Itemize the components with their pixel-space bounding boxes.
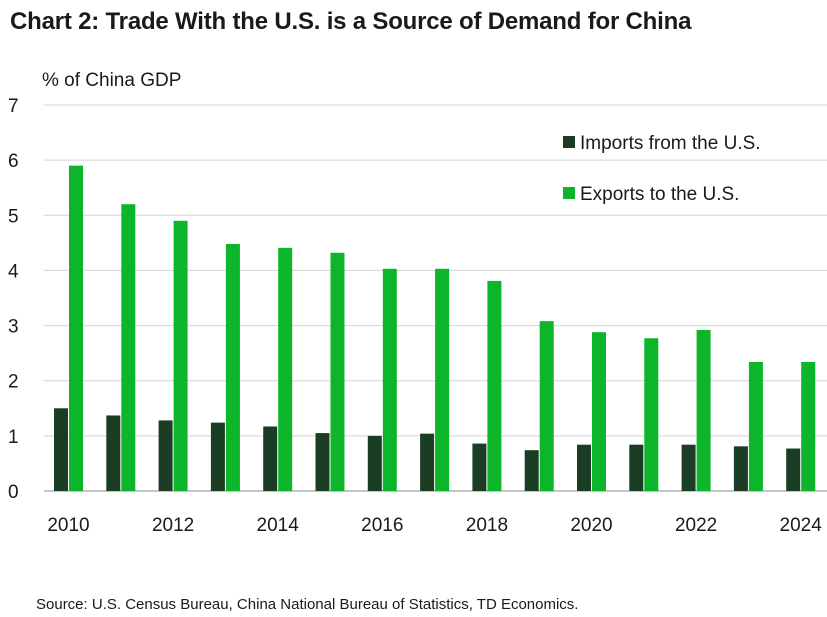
legend-label-exports: Exports to the U.S. [580, 184, 739, 205]
x-tick-label: 2012 [152, 515, 194, 536]
imports-bar-2021 [629, 444, 644, 491]
exports-bar-2015 [330, 252, 345, 491]
imports-bar-2010 [54, 408, 68, 491]
imports-bar-2016 [367, 435, 382, 491]
exports-bar-2022 [696, 329, 711, 491]
exports-bar-2014 [278, 247, 293, 491]
exports-bar-2023 [748, 361, 763, 491]
exports-bar-2011 [121, 204, 136, 491]
imports-bar-2014 [263, 426, 278, 491]
legend-swatch-imports [563, 136, 575, 148]
imports-bar-2020 [577, 444, 591, 491]
imports-bar-2018 [472, 443, 487, 491]
legend-label-imports: Imports from the U.S. [580, 133, 761, 154]
exports-bar-2019 [539, 321, 554, 491]
exports-bar-2020 [592, 332, 606, 491]
exports-bar-2013 [225, 243, 240, 491]
y-tick-label: 3 [8, 317, 19, 338]
exports-bar-2010 [69, 165, 83, 491]
x-tick-label: 2016 [361, 515, 403, 536]
y-axis-label: % of China GDP [42, 70, 181, 91]
y-tick-label: 2 [8, 372, 19, 393]
x-tick-label: 2020 [570, 515, 612, 536]
exports-bar-2024 [801, 361, 816, 491]
imports-bar-2022 [681, 444, 696, 491]
imports-bar-2015 [315, 433, 330, 491]
y-tick-label: 4 [8, 261, 19, 282]
x-tick-labels: 2010 2012 2014 2016 2018 2020 2022 2024 [47, 515, 822, 536]
source-note: Source: U.S. Census Bureau, China Nation… [36, 596, 579, 613]
imports-bar-2023 [733, 446, 748, 491]
legend-swatch-exports [563, 187, 575, 199]
imports-bar-2017 [420, 433, 435, 491]
imports-bar-2012 [158, 420, 173, 491]
imports-bar-2011 [106, 415, 121, 491]
y-tick-labels: 0 1 2 3 4 5 6 7 [8, 96, 19, 503]
bars [54, 165, 816, 492]
exports-bar-2016 [382, 268, 397, 491]
x-tick-label: 2018 [466, 515, 508, 536]
imports-bar-2019 [524, 450, 539, 491]
imports-bar-2013 [210, 422, 225, 491]
y-tick-label: 1 [8, 427, 19, 448]
x-tick-label: 2022 [675, 515, 717, 536]
y-tick-label: 7 [8, 96, 19, 117]
x-tick-label: 2014 [257, 515, 300, 536]
exports-bar-2017 [435, 268, 450, 491]
y-tick-label: 5 [8, 206, 19, 227]
exports-bar-2012 [173, 220, 188, 492]
exports-bar-2021 [644, 338, 659, 491]
x-tick-label: 2010 [47, 515, 89, 536]
x-tick-label: 2024 [780, 515, 823, 536]
y-tick-label: 6 [8, 151, 19, 172]
legend: Imports from the U.S. Exports to the U.S. [563, 133, 761, 205]
imports-bar-2024 [786, 448, 801, 491]
exports-bar-2018 [487, 280, 502, 491]
chart-title: Chart 2: Trade With the U.S. is a Source… [10, 8, 692, 35]
y-tick-label: 0 [8, 482, 19, 503]
